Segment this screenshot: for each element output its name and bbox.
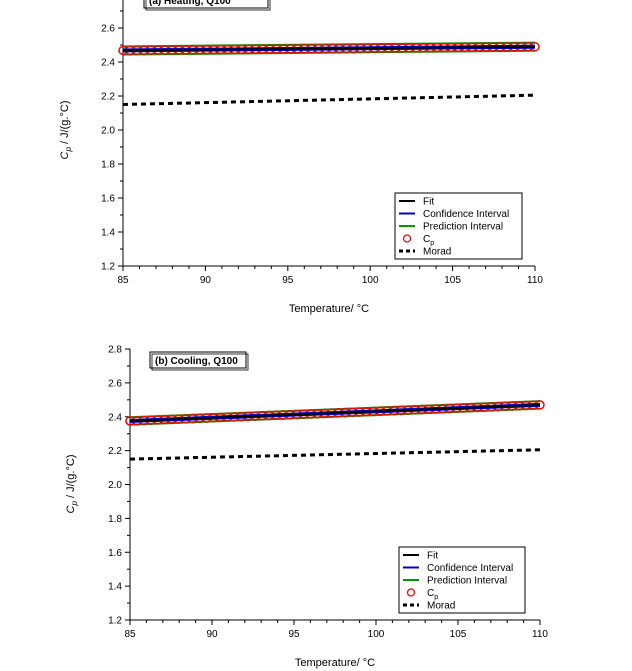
x-tick-label: 100 xyxy=(362,275,379,286)
legend-label: Cp xyxy=(427,588,438,601)
legend-label-symbol: C xyxy=(427,588,434,599)
y-axis-title-symbol: C xyxy=(65,505,77,513)
legend-marker-cp xyxy=(406,588,416,597)
y-tick-label: 1.2 xyxy=(101,262,115,273)
x-tick-label: 95 xyxy=(288,629,300,640)
x-tick-label: 105 xyxy=(450,629,467,640)
fit-line xyxy=(122,45,536,52)
y-tick-label: 2.8 xyxy=(108,345,122,356)
x-tick-label: 85 xyxy=(124,629,136,640)
legend-label: Confidence Interval xyxy=(423,209,509,220)
y-axis-title: Cp / J/(g.°C) xyxy=(59,101,73,160)
morad-dashed-line xyxy=(122,93,536,106)
y-tick-label: 2.4 xyxy=(101,58,115,69)
x-tick-label: 110 xyxy=(532,629,548,640)
y-tick-label: 1.4 xyxy=(108,582,122,593)
confidence-interval-lower xyxy=(122,46,536,53)
x-tick-label: 105 xyxy=(444,275,461,286)
legend-label: Prediction Interval xyxy=(423,222,503,233)
y-axis-title-unit: / J/(g.°C) xyxy=(59,101,71,148)
y-axis-title-symbol: C xyxy=(59,151,71,159)
morad-dashed-line xyxy=(129,448,541,461)
confidence-interval-upper xyxy=(122,44,536,51)
panel-label-shadow xyxy=(151,353,249,371)
x-axis-title: Temperature/ °C xyxy=(289,303,369,315)
y-tick-label: 2.0 xyxy=(108,480,122,491)
x-tick-label: 90 xyxy=(200,275,212,286)
y-tick-label: 1.6 xyxy=(108,548,122,559)
fit-line xyxy=(129,403,541,422)
x-tick-label: 100 xyxy=(368,629,385,640)
y-tick-label: 2.4 xyxy=(108,412,122,423)
panel-label: (b) Cooling, Q100 xyxy=(155,356,238,367)
x-tick-label: 95 xyxy=(282,275,294,286)
y-tick-label: 1.8 xyxy=(101,160,115,171)
confidence-interval-lower xyxy=(129,404,541,423)
y-tick-label: 2.6 xyxy=(108,378,122,389)
panel-label: (a) Heating, Q100 xyxy=(149,0,231,7)
y-tick-label: 2.0 xyxy=(101,126,115,137)
legend-label-subscript: p xyxy=(430,240,434,247)
y-axis-title-subscript: p xyxy=(70,501,79,507)
y-axis-title: Cp / J/(g.°C) xyxy=(65,455,79,514)
legend-box xyxy=(394,192,523,260)
y-tick-label: 2.2 xyxy=(108,446,122,457)
legend-box xyxy=(398,546,526,614)
y-axis-title-subscript: p xyxy=(64,147,73,153)
panel-label-box xyxy=(143,0,269,9)
panel-label-shadow xyxy=(145,0,271,11)
legend-label: Morad xyxy=(427,601,455,612)
legend-marker-cp xyxy=(402,234,412,243)
legend-label-subscript: p xyxy=(434,594,438,601)
x-tick-label: 110 xyxy=(527,275,543,286)
x-tick-label: 90 xyxy=(206,629,218,640)
panel-label-box xyxy=(149,351,247,369)
legend-label: Confidence Interval xyxy=(427,563,513,574)
y-axis-title-unit: / J/(g.°C) xyxy=(65,455,77,502)
confidence-interval-upper xyxy=(129,402,541,421)
legend-label-symbol: C xyxy=(423,234,430,245)
y-tick-label: 1.4 xyxy=(101,228,115,239)
x-tick-label: 85 xyxy=(117,275,129,286)
legend-label: Fit xyxy=(427,551,438,562)
legend-label: Cp xyxy=(423,234,434,247)
legend-label: Fit xyxy=(423,197,434,208)
y-tick-label: 1.8 xyxy=(108,514,122,525)
y-tick-label: 1.6 xyxy=(101,194,115,205)
y-tick-label: 2.6 xyxy=(101,24,115,35)
legend-label: Prediction Interval xyxy=(427,576,507,587)
legend-label: Morad xyxy=(423,247,451,258)
chart-panel-a: 1.2 1.4 1.6 1.8 2.0 2.2 2.4 2.6 85 90 95 100 105 110 T… xyxy=(59,0,543,315)
y-tick-label: 2.2 xyxy=(101,92,115,103)
chart-panel-b: 1.2 1.4 1.6 1.8 2.0 2.2 2.4 2.6 2.8 85 90 95 100 105 1… xyxy=(65,345,548,670)
y-tick-label: 1.2 xyxy=(108,616,122,627)
x-axis-title: Temperature/ °C xyxy=(295,657,375,669)
